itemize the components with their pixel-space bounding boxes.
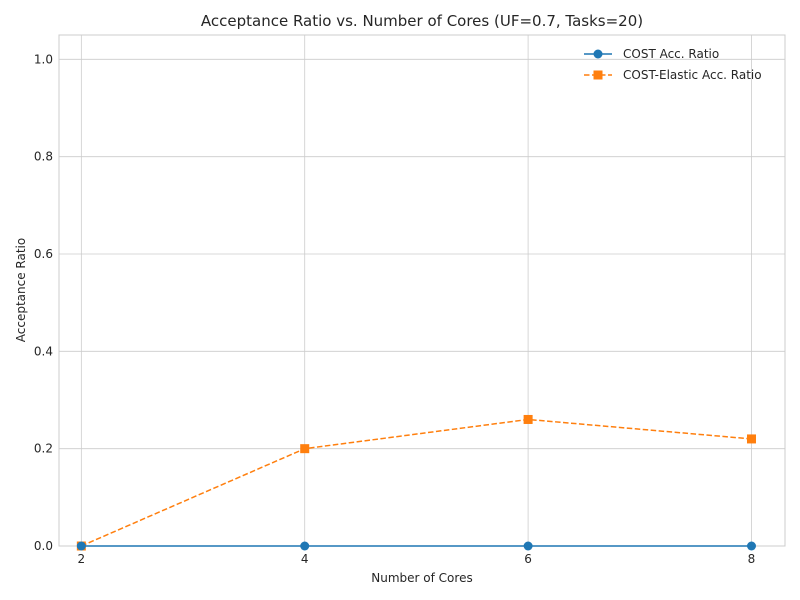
x-tick-label-0: 2: [78, 552, 86, 566]
plot-frame: [58, 34, 786, 547]
legend-marker-1: [593, 70, 603, 80]
series-1-point-2: [523, 414, 533, 424]
legend-entry-0: COST Acc. Ratio: [584, 47, 719, 61]
series-1-point-3: [746, 434, 756, 444]
y-tick-label-5: 1.0: [34, 52, 53, 66]
series-layer: [76, 414, 756, 551]
legend-marker-0: [593, 49, 603, 59]
y-tick-label-3: 0.6: [34, 247, 53, 261]
series-0-point-2: [523, 541, 533, 551]
legend: COST Acc. Ratio COST-Elastic Acc. Ratio: [584, 47, 762, 82]
y-tick-label-1: 0.2: [34, 442, 53, 456]
legend-label-0: COST Acc. Ratio: [623, 47, 719, 61]
y-tick-label-0: 0.0: [34, 539, 53, 553]
series-0: [76, 541, 756, 551]
x-axis-label: Number of Cores: [371, 571, 472, 585]
y-axis-label: Acceptance Ratio: [14, 238, 28, 342]
series-0-point-1: [300, 541, 310, 551]
series-1-point-1: [300, 444, 310, 454]
series-0-point-0: [76, 541, 86, 551]
tick-labels: 2 4 6 8 0.0 0.2 0.4 0.6 0.8 1.0: [34, 52, 755, 566]
series-line-1: [81, 418, 752, 547]
y-tick-label-2: 0.4: [34, 344, 53, 358]
legend-label-1: COST-Elastic Acc. Ratio: [623, 68, 762, 82]
x-tick-label-2: 6: [524, 552, 532, 566]
legend-entry-1: COST-Elastic Acc. Ratio: [584, 68, 762, 82]
series-0-point-3: [746, 541, 756, 551]
grid: [59, 35, 785, 547]
chart-title: Acceptance Ratio vs. Number of Cores (UF…: [201, 12, 643, 30]
y-tick-label-4: 0.8: [34, 150, 53, 164]
x-tick-label-3: 8: [748, 552, 756, 566]
series-1: [76, 414, 756, 551]
x-tick-label-1: 4: [301, 552, 309, 566]
